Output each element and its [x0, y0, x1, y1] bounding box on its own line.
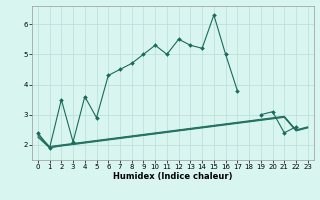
X-axis label: Humidex (Indice chaleur): Humidex (Indice chaleur) — [113, 172, 233, 181]
